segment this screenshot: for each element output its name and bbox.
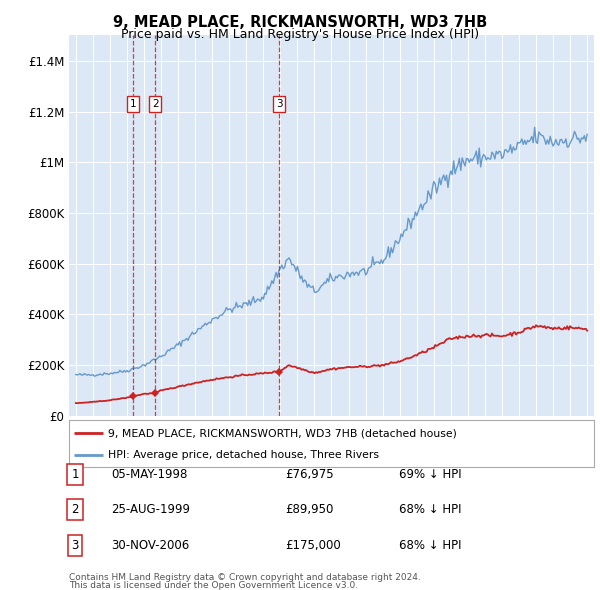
Text: Price paid vs. HM Land Registry's House Price Index (HPI): Price paid vs. HM Land Registry's House … [121, 28, 479, 41]
Text: 68% ↓ HPI: 68% ↓ HPI [399, 539, 461, 552]
Text: 2: 2 [71, 503, 79, 516]
Text: 25-AUG-1999: 25-AUG-1999 [111, 503, 190, 516]
Text: 05-MAY-1998: 05-MAY-1998 [111, 468, 187, 481]
Text: £76,975: £76,975 [285, 468, 334, 481]
Text: 3: 3 [71, 539, 79, 552]
Text: 9, MEAD PLACE, RICKMANSWORTH, WD3 7HB: 9, MEAD PLACE, RICKMANSWORTH, WD3 7HB [113, 15, 487, 30]
Text: 1: 1 [130, 99, 137, 109]
Text: 1: 1 [71, 468, 79, 481]
Text: HPI: Average price, detached house, Three Rivers: HPI: Average price, detached house, Thre… [109, 451, 379, 460]
Text: 69% ↓ HPI: 69% ↓ HPI [399, 468, 461, 481]
Text: £175,000: £175,000 [285, 539, 341, 552]
Text: 3: 3 [275, 99, 283, 109]
Text: £89,950: £89,950 [285, 503, 334, 516]
Text: Contains HM Land Registry data © Crown copyright and database right 2024.: Contains HM Land Registry data © Crown c… [69, 572, 421, 582]
Text: This data is licensed under the Open Government Licence v3.0.: This data is licensed under the Open Gov… [69, 581, 358, 590]
Text: 68% ↓ HPI: 68% ↓ HPI [399, 503, 461, 516]
Text: 2: 2 [152, 99, 158, 109]
Text: 9, MEAD PLACE, RICKMANSWORTH, WD3 7HB (detached house): 9, MEAD PLACE, RICKMANSWORTH, WD3 7HB (d… [109, 428, 457, 438]
Text: 30-NOV-2006: 30-NOV-2006 [111, 539, 189, 552]
